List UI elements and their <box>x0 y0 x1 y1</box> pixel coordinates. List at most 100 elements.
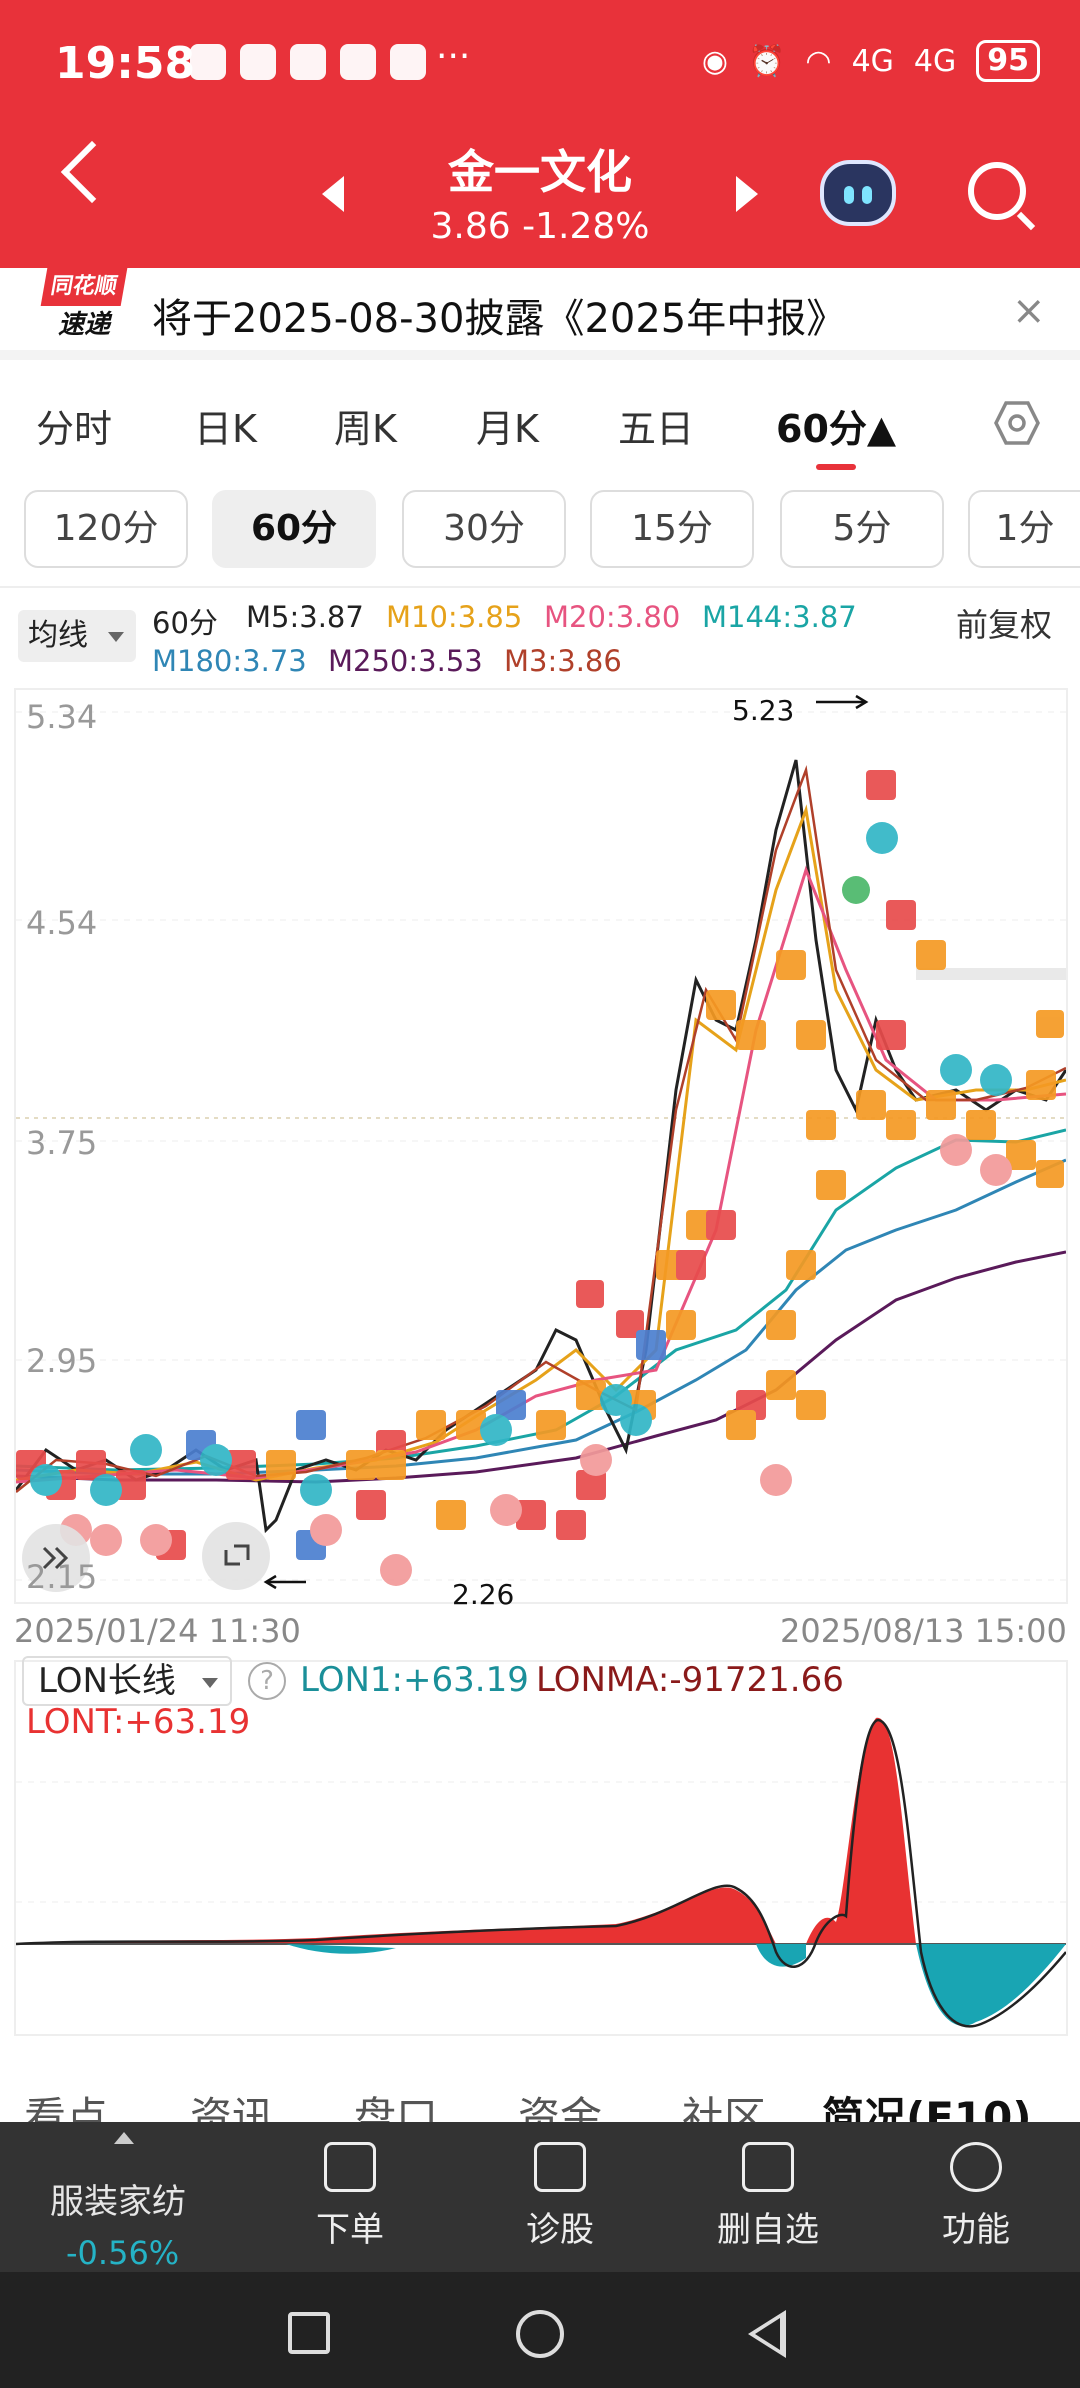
browser-notify-icon <box>340 44 376 80</box>
tab-capital[interactable]: 资金 <box>518 2093 603 2122</box>
kline-chart[interactable]: 5.34 4.54 3.75 2.95 2.15 5.23 2.26 <box>14 688 1068 1611</box>
divider <box>0 586 1080 588</box>
function-button[interactable]: 功能 <box>916 2142 1036 2251</box>
help-icon[interactable]: ? <box>248 1662 286 1700</box>
back-icon[interactable] <box>60 140 124 204</box>
tab-weekly-k[interactable]: 周K <box>334 407 397 451</box>
expand-left-button[interactable] <box>22 1536 90 1580</box>
period-tabs: 分时 日K 周K 月K 五日 60分▲ <box>0 380 1080 480</box>
function-label: 功能 <box>942 2210 1010 2250</box>
close-icon[interactable]: × <box>1012 288 1046 334</box>
battery-indicator: 95 <box>976 40 1040 82</box>
message-notify-icon <box>390 44 426 80</box>
search-icon[interactable] <box>968 162 1026 220</box>
stock-name: 金一文化 <box>448 145 632 199</box>
tab-monthly-k[interactable]: 月K <box>476 407 539 451</box>
high-price-label: 5.23 <box>732 694 795 727</box>
ma180-value: M180:3.73 <box>152 644 307 678</box>
lon-header: LON长线 ? LON1:+63.19 LONMA:-91721.66 LONT… <box>22 1656 1062 1746</box>
bottom-action-bar: 服装家纺 -0.56% 下单 诊股 删自选 功能 <box>0 2122 1080 2272</box>
signal-markers <box>16 770 1064 1586</box>
logo-top-text: 同花顺 <box>40 268 128 306</box>
kline-canvas <box>16 694 1066 1592</box>
sector-change: -0.56% <box>66 2234 180 2272</box>
ma3-value: M3:3.86 <box>504 644 622 678</box>
diagnose-icon <box>534 2142 586 2192</box>
lon1-value: LON1:+63.19 <box>300 1660 529 1700</box>
back-nav-icon[interactable] <box>748 2310 786 2358</box>
tab-60min[interactable]: 60分▲ <box>776 407 897 451</box>
system-nav-bar <box>0 2272 1080 2388</box>
logo-bottom-text: 速递 <box>57 310 110 340</box>
minute-btn-1[interactable]: 1分 <box>968 490 1080 568</box>
notice-text: 将于2025-08-30披露《2025年中报》 <box>152 296 847 342</box>
signal-4g-2: 4G <box>913 43 957 79</box>
fullscreen-button[interactable] <box>202 1536 270 1580</box>
more-notifications: ··· <box>436 36 471 77</box>
ma-selector[interactable]: 均线 <box>18 610 136 662</box>
eye-icon: ◉ <box>701 43 729 79</box>
active-tab-indicator <box>816 464 856 470</box>
tab-daily-k[interactable]: 日K <box>194 407 257 451</box>
ma-indicator-row: 均线 60分 M5:3.87 M10:3.85 M20:3.80 M144:3.… <box>0 596 1080 682</box>
app-notify-icon <box>190 44 226 80</box>
diagnose-button[interactable]: 诊股 <box>500 2142 620 2251</box>
y-tick-3: 3.75 <box>26 1124 98 1162</box>
lont-value: LONT:+63.19 <box>26 1702 251 1742</box>
remove-label: 删自选 <box>717 2210 819 2250</box>
wifi-icon: ◠ <box>805 43 832 79</box>
ma20-line <box>16 865 1066 1484</box>
status-bar: 19:58 ··· ◉ ⏰ ◠ 4G 4G 95 <box>0 0 1080 120</box>
lon-canvas <box>16 1717 1066 2028</box>
lon-selector[interactable]: LON长线 <box>22 1656 232 1706</box>
signal-4g-1: 4G <box>851 43 894 79</box>
home-icon[interactable] <box>516 2310 564 2358</box>
diagnose-label: 诊股 <box>526 2210 594 2250</box>
order-label: 下单 <box>316 2210 384 2250</box>
tab-orderbook[interactable]: 盘口 <box>354 2093 439 2122</box>
adjust-mode[interactable]: 前复权 <box>956 606 1053 644</box>
notification-icons <box>190 44 426 80</box>
menu-circle-icon <box>950 2142 1002 2192</box>
minute-btn-15[interactable]: 15分 <box>590 490 754 568</box>
minute-btn-60[interactable]: 60分 <box>212 490 376 568</box>
ma20-value: M20:3.80 <box>544 600 681 634</box>
lon-subchart[interactable] <box>14 1660 1068 2036</box>
ma144-value: M144:3.87 <box>702 600 857 634</box>
ma5-value: M5:3.87 <box>246 600 364 634</box>
minute-period-selector: 120分 60分 30分 15分 5分 1分 <box>0 490 1080 572</box>
tonghuashun-logo: 同花顺 速递 <box>38 268 128 348</box>
remove-watchlist-button[interactable]: 删自选 <box>708 2142 828 2251</box>
lonma-value: LONMA:-91721.66 <box>536 1660 844 1700</box>
minus-box-icon <box>742 2142 794 2192</box>
ai-assistant-icon[interactable] <box>820 160 896 226</box>
y-tick-4: 2.95 <box>26 1342 98 1380</box>
tab-intraday[interactable]: 分时 <box>36 407 113 451</box>
alarm-icon: ⏰ <box>748 43 786 79</box>
order-button[interactable]: 下单 <box>290 2142 410 2251</box>
expand-up-icon[interactable] <box>114 2132 134 2144</box>
chart-notify-icon <box>290 44 326 80</box>
sector-name[interactable]: 服装家纺 <box>50 2182 186 2222</box>
next-stock-icon[interactable] <box>736 176 758 212</box>
y-tick-1: 5.34 <box>26 698 98 736</box>
low-price-label: 2.26 <box>452 1578 515 1611</box>
settings-hex-icon[interactable] <box>994 400 1040 446</box>
tab-highlights[interactable]: 看点 <box>24 2093 109 2122</box>
tab-news[interactable]: 资讯 <box>190 2093 275 2122</box>
date-start: 2025/01/24 11:30 <box>14 1612 301 1650</box>
prev-stock-icon[interactable] <box>322 176 344 212</box>
tab-five-day[interactable]: 五日 <box>618 407 695 451</box>
disclosure-notice[interactable]: 同花顺 速递 将于2025-08-30披露《2025年中报》 × <box>0 268 1080 360</box>
minute-btn-5[interactable]: 5分 <box>780 490 944 568</box>
tab-f10[interactable]: 简况(F10) <box>822 2093 1032 2122</box>
tab-community[interactable]: 社区 <box>682 2093 767 2122</box>
ma-period: 60分 <box>152 606 218 640</box>
ma250-value: M250:3.53 <box>328 644 483 678</box>
recent-apps-icon[interactable] <box>288 2312 330 2354</box>
minute-btn-30[interactable]: 30分 <box>402 490 566 568</box>
stock-price-change: 3.86 -1.28% <box>430 206 650 247</box>
minute-btn-120[interactable]: 120分 <box>24 490 188 568</box>
y-tick-2: 4.54 <box>26 904 98 942</box>
